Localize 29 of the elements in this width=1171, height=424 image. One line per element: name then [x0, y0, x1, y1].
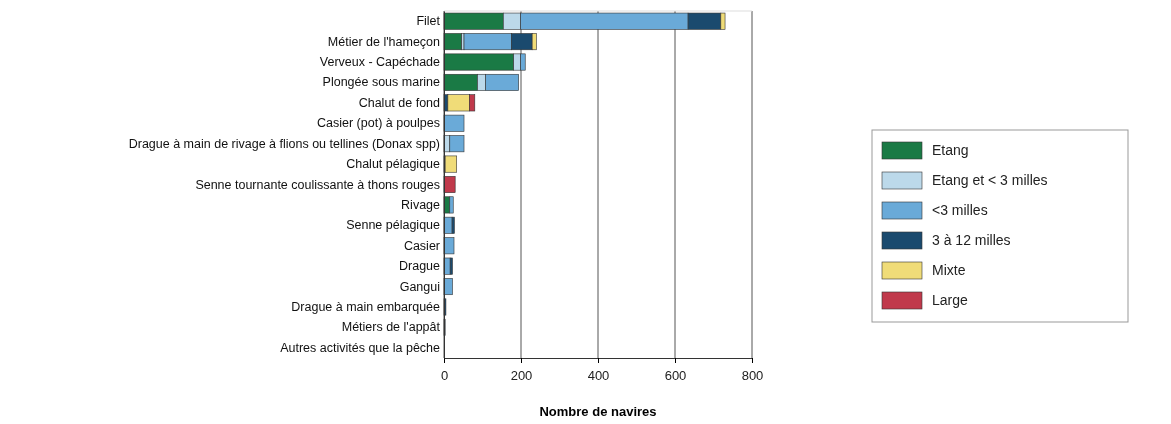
legend-label: Large	[932, 292, 969, 308]
y-tick-label: Verveux - Capéchade	[319, 55, 441, 70]
y-tick-label: Senne pélagique	[346, 218, 441, 233]
y-tick-label: Casier	[403, 238, 440, 253]
legend-label: Etang et < 3 milles	[932, 172, 1048, 188]
legend-label: Mixte	[932, 262, 966, 278]
y-tick-label: Casier (pot) à poulpes	[317, 116, 440, 131]
legend-label: Etang	[932, 142, 969, 158]
y-tick-label: Drague	[399, 259, 441, 274]
x-tick-label: 400	[587, 368, 610, 384]
legend-label: 3 à 12 milles	[932, 232, 1011, 248]
y-tick-label: Filet	[416, 14, 441, 29]
x-tick-label: 200	[510, 368, 533, 384]
legend-label: <3 milles	[932, 202, 988, 218]
x-axis-title: Nombre de navires	[539, 404, 657, 419]
y-tick-label: Senne tournante coulissante à thons rouges	[195, 177, 440, 192]
y-tick-label: Autres activités que la pêche	[280, 340, 441, 355]
y-tick-label: Rivage	[401, 197, 441, 212]
y-tick-label: Chalut de fond	[358, 95, 441, 110]
y-tick-label: Drague à main de rivage à flions ou tellines (Donax spp)	[128, 136, 440, 151]
x-tick-label: 0	[440, 368, 449, 384]
y-tick-label: Métier de l'hameçon	[327, 34, 441, 49]
y-tick-label: Chalut pélagique	[346, 157, 441, 172]
x-tick-label: 600	[664, 368, 687, 384]
y-tick-label: Plongée sous marine	[322, 75, 441, 90]
x-tick-label: 800	[741, 368, 764, 384]
y-tick-label: Drague à main embarquée	[291, 299, 441, 314]
y-tick-label: Métiers de l'appât	[341, 320, 441, 335]
y-tick-label: Gangui	[399, 279, 440, 294]
